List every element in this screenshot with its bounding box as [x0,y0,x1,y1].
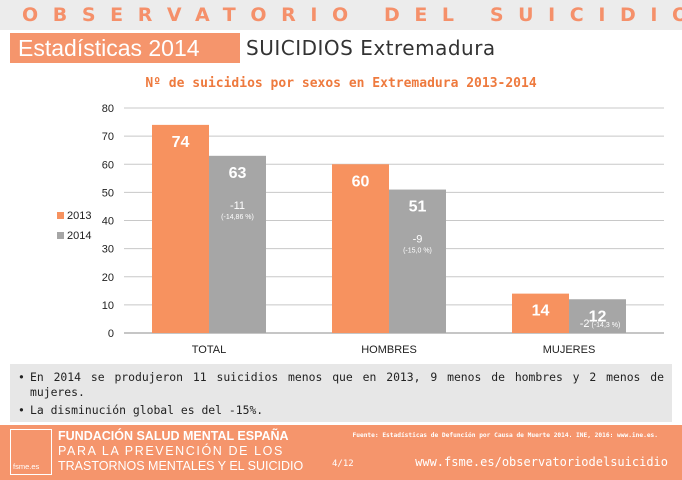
bar-hombres-2014 [389,189,446,333]
pct-annotation: (-14,3 %) [592,322,621,329]
legend-label: 2014 [67,230,91,242]
logo-text: fsme.es [13,462,40,471]
note-item: • La disminución global es del -15%. [18,403,664,418]
bar-total-2014 [209,155,266,333]
note-text: La disminución global es del -15%. [30,403,264,417]
note-text: En 2014 se produjeron 11 suicidios menos… [30,370,664,399]
bullet-icon: • [18,370,25,384]
chart-title: Nº de suicidios por sexos en Extremadura… [145,76,537,91]
bullet-icon: • [18,403,25,417]
y-tick-label: 60 [102,159,114,171]
data-label: 12 [589,308,607,325]
data-label: 14 [532,303,550,320]
y-tick-label: 30 [102,244,114,256]
y-tick-label: 40 [102,216,114,228]
bar-mujeres-2014 [569,299,626,333]
data-label: 51 [409,199,427,216]
org-name: FUNDACIÓN SALUD MENTAL ESPAÑA [58,429,289,443]
website-link[interactable]: www.fsme.es/observatoriodelsuicidio [415,455,668,469]
y-tick-label: 0 [108,328,114,340]
pct-annotation: (-14,86 %) [221,214,254,221]
x-tick-label: TOTAL [192,344,226,356]
notes-box: • En 2014 se produjeron 11 suicidios men… [10,364,672,422]
legend-swatch-2013 [57,212,64,219]
diff-annotation: -9 [413,234,423,246]
y-tick-label: 20 [102,272,114,284]
bar-hombres-2013 [332,164,389,333]
brand-banner: OBSERVATORIO DEL SUICIDIO [0,0,682,30]
data-label: 60 [352,173,370,190]
legend-swatch-2014 [57,232,64,239]
source-citation: Fuente: Estadísticas de Defunción por Ca… [352,432,658,439]
diff-annotation: -2 [580,318,590,330]
fsme-logo: fsme.es [10,429,52,475]
bar-mujeres-2013 [512,293,569,333]
page-number: 4/12 [332,459,354,469]
note-item: • En 2014 se produjeron 11 suicidios men… [18,370,664,400]
y-tick-label: 50 [102,187,114,199]
org-tagline-1: PARA LA PREVENCIÓN DE LOS [58,444,284,458]
bar-total-2013 [152,124,209,333]
y-tick-label: 10 [102,300,114,312]
bar-chart: 0 10 20 30 40 50 60 70 80 74 63 TOTAL -11 (-14,86 %) 6… [57,103,664,356]
subtitle-year-box: Estadísticas 2014 [10,33,240,63]
footer: fsme.es FUNDACIÓN SALUD MENTAL ESPAÑA PA… [0,425,682,480]
subtitle-region: SUICIDIOS Extremadura [246,36,496,60]
x-tick-label: MUJERES [543,344,596,356]
org-tagline-2: TRASTORNOS MENTALES Y EL SUICIDIO [58,459,304,473]
y-tick-label: 70 [102,131,114,143]
diff-annotation: -11 [230,200,245,212]
data-label: 74 [172,134,190,151]
legend-label: 2013 [67,210,91,222]
x-tick-label: HOMBRES [361,344,417,356]
data-label: 63 [229,165,247,182]
pct-annotation: (-15,0 %) [403,248,432,255]
y-tick-label: 80 [102,103,114,115]
